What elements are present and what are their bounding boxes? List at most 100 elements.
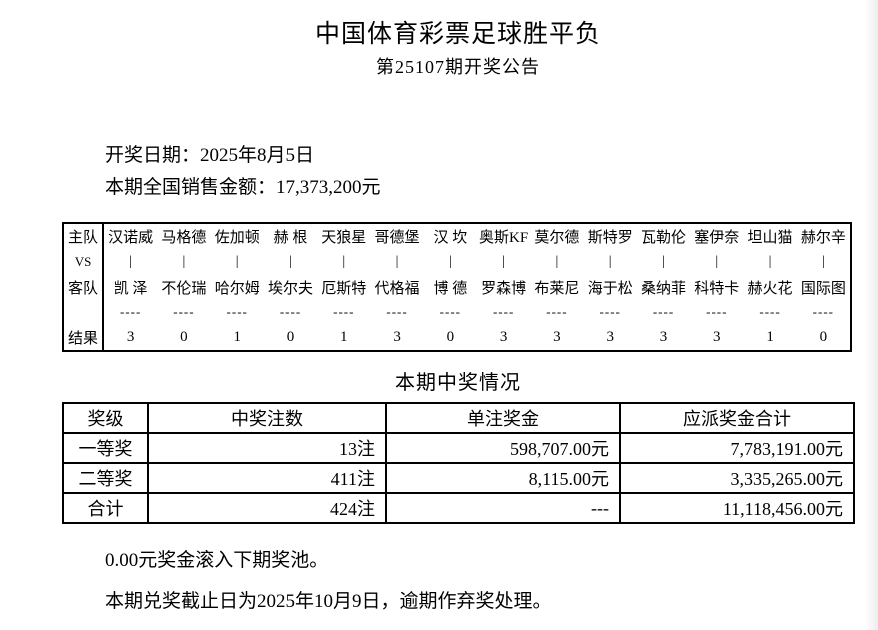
vs-bar: | [662,253,665,269]
away-team: 哈尔姆 [214,280,260,297]
match-column: 赫 根 | 埃尔夫 ---- 0 [264,224,317,350]
vs-bar: | [821,253,825,269]
home-team: 汉 坎 [433,230,468,247]
home-team: 哥德堡 [374,230,420,247]
first-prize-single-cell: 598,707.00元 [385,432,621,464]
away-team: 博 德 [433,280,468,297]
home-team: 斯特罗 [587,230,633,247]
match-result: 0 [819,328,828,345]
vs-bar: | [502,253,506,269]
match-result: 3 [499,328,508,345]
home-team: 莫尔德 [534,230,580,247]
header-winning-count: 中奖注数 [147,402,387,434]
first-prize-total-cell: 7,783,191.00元 [619,432,855,464]
first-prize-level-cell: 一等奖 [62,432,149,464]
total-row: 合计 424注 --- 11,118,456.00元 [62,492,855,524]
separator-dashes: ---- [119,304,142,320]
home-team: 坦山猫 [747,230,793,247]
vs-bar: | [608,253,612,269]
match-column: 佐加顿 | 哈尔姆 ---- 1 [211,224,264,350]
match-result: 3 [393,328,401,345]
prize-section-title: 本期中奖情况 [395,372,521,394]
home-team: 马格德 [161,230,207,247]
away-team: 厄斯特 [321,280,367,297]
separator-dashes: ---- [812,304,834,320]
home-team: 汉诺威 [108,230,154,247]
prize-table: 奖级 中奖注数 单注奖金 应派奖金合计 一等奖 13注 598,707.00元 … [62,402,855,524]
total-level-cell: 合计 [62,492,149,524]
match-column: 赫尔辛 | 国际图 ---- 0 [797,224,850,350]
vs-bar: | [768,253,772,269]
separator-row-label [64,300,102,325]
home-team: 赫尔辛 [800,230,846,247]
header-single-prize: 单注奖金 [385,402,621,434]
header-prize-level: 奖级 [62,402,149,434]
second-prize-total-cell: 3,335,265.00元 [619,462,855,494]
header-total-payout: 应派奖金合计 [619,402,855,434]
home-team: 塞伊奈 [694,230,740,247]
prize-table-header-row: 奖级 中奖注数 单注奖金 应派奖金合计 [62,402,855,434]
separator-dashes: ---- [652,304,675,320]
match-result: 3 [553,328,561,345]
away-team: 布莱尼 [534,280,580,297]
draw-date-line: 开奖日期：2025年8月5日 [105,145,315,166]
match-column: 马格德 | 不伦瑞 ---- 0 [157,224,210,350]
page-edge-shade [865,0,878,630]
match-result: 1 [766,328,774,345]
match-column: 天狼星 | 厄斯特 ---- 1 [317,224,370,350]
vs-bar: | [448,253,452,269]
separator-dashes: ---- [279,304,302,320]
separator-dashes: ---- [546,304,568,320]
match-column: 汉诺威 | 凯 泽 ---- 3 [104,224,157,350]
home-team: 赫 根 [273,230,308,247]
redeem-deadline-note: 本期兑奖截止日为2025年10月9日，逾期作弃奖处理。 [105,591,552,612]
away-team: 不伦瑞 [161,280,207,297]
second-prize-level-cell: 二等奖 [62,462,149,494]
separator-dashes: ---- [492,304,515,320]
separator-dashes: ---- [759,304,781,320]
match-result: 1 [340,328,348,345]
separator-dashes: ---- [226,304,248,320]
match-result: 1 [233,328,241,345]
second-prize-count-cell: 411注 [147,462,387,494]
vs-bar: | [289,253,292,269]
rollover-note: 0.00元奖金滚入下期奖池。 [105,550,329,571]
match-result: 0 [446,328,455,345]
separator-dashes: ---- [386,304,408,320]
match-column: 奥斯KF | 罗森博 ---- 3 [477,224,530,350]
match-result: 3 [659,328,668,345]
match-column: 斯特罗 | 海于松 ---- 3 [584,224,637,350]
sales-amount-line: 本期全国销售金额：17,373,200元 [105,177,381,198]
match-column: 汉 坎 | 博 德 ---- 0 [424,224,477,350]
match-row-labels: 主队 VS 客队 结果 [64,224,104,350]
total-payout-cell: 11,118,456.00元 [619,492,855,524]
match-column: 瓦勒伦 | 桑纳菲 ---- 3 [637,224,690,350]
result-row-label: 结果 [67,330,98,347]
vs-bar: | [182,253,186,269]
separator-dashes: ---- [173,304,195,320]
away-team: 凯 泽 [113,280,148,297]
total-single-cell: --- [385,492,621,524]
total-count-cell: 424注 [147,492,387,524]
first-prize-row: 一等奖 13注 598,707.00元 7,783,191.00元 [62,432,855,464]
vs-row-label: VS [74,253,92,269]
home-row-label: 主队 [67,230,98,247]
away-team: 国际图 [800,280,846,297]
match-result: 3 [606,328,614,345]
away-team: 代格福 [374,280,420,297]
home-team: 天狼星 [321,230,367,247]
match-column: 塞伊奈 | 科特卡 ---- 3 [690,224,743,350]
vs-bar: | [235,253,239,269]
vs-bar: | [715,253,719,269]
second-prize-row: 二等奖 411注 8,115.00元 3,335,265.00元 [62,462,855,494]
match-column: 哥德堡 | 代格福 ---- 3 [370,224,423,350]
match-column: 坦山猫 | 赫火花 ---- 1 [743,224,796,350]
match-column: 莫尔德 | 布莱尼 ---- 3 [530,224,583,350]
home-team: 奥斯KF [479,230,529,247]
match-columns: 汉诺威 | 凯 泽 ---- 3 马格德 | 不伦瑞 ---- 0 佐加顿 | … [104,224,850,350]
vs-bar: | [342,253,346,269]
issue-subtitle: 第25107期开奖公告 [376,57,540,77]
match-result: 3 [126,328,135,345]
away-team: 科特卡 [694,280,740,297]
